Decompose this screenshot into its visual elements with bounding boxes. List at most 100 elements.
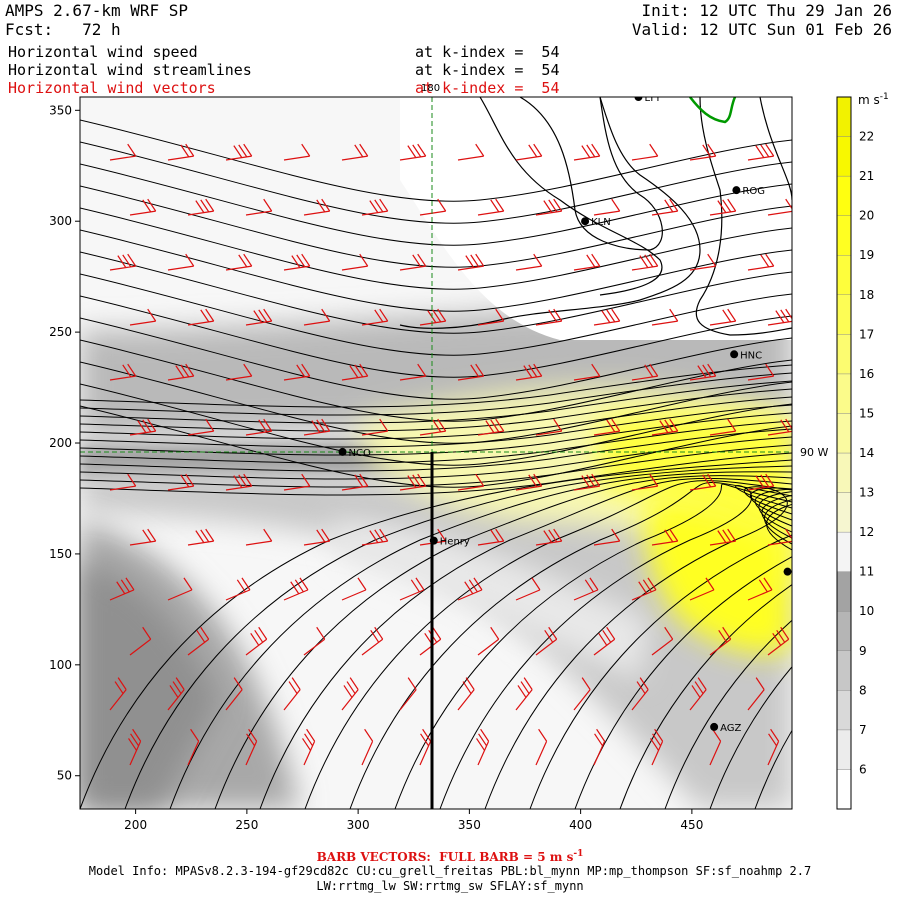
wind-barb [689, 473, 717, 491]
streamline [80, 229, 792, 312]
station-label: HNC [740, 350, 762, 361]
wind-barb [593, 626, 616, 656]
wind-barb [747, 143, 775, 161]
wind-barb [535, 528, 563, 546]
model-title: AMPS 2.67-km WRF SP [5, 1, 189, 20]
wind-barb [109, 143, 137, 161]
wind-barb [399, 253, 427, 271]
wind-barb [187, 198, 215, 216]
streamline [169, 471, 792, 809]
y-tick-label: 150 [49, 547, 72, 561]
wind-barb [515, 143, 543, 161]
wind-barb [689, 677, 707, 711]
streamline [80, 404, 792, 448]
wind-barb [535, 418, 563, 436]
colorbar-level: 21 [859, 169, 874, 183]
colorbar-swatch [836, 215, 852, 256]
wind-barb [109, 363, 137, 381]
wind-barb [303, 626, 326, 656]
model-info-line-2: LW:rrtmg_lw SW:rrtmg_sw SFLAY:sf_mynn [316, 879, 584, 893]
y-tick-label: 100 [49, 658, 72, 672]
plot-area: LYT ROG KLN HNC NCO Henry AGZ [80, 97, 792, 809]
wind-barb [651, 418, 679, 436]
streamline [304, 480, 792, 809]
wind-barb [225, 473, 253, 491]
streamlines [80, 119, 792, 809]
wind-barb [399, 677, 417, 711]
wind-barb [245, 308, 273, 326]
colorbar-swatch [836, 452, 852, 493]
wind-barb [457, 253, 485, 271]
wind-barb [631, 253, 659, 271]
streamline [80, 405, 792, 488]
valid-time: Valid: 12 UTC Sun 01 Feb 26 [631, 20, 892, 39]
wind-barb [631, 473, 659, 491]
wind-barb [651, 198, 679, 216]
init-time: Init: 12 UTC Thu 29 Jan 26 [641, 1, 892, 20]
streamline [80, 141, 792, 224]
wind-barb [129, 528, 157, 546]
station-label: ROG [742, 186, 765, 197]
colorbar-level: 18 [859, 288, 874, 302]
wind-barb [283, 143, 311, 161]
wind-barb [535, 198, 563, 216]
stations: LYT ROG KLN HNC NCO Henry AGZ [338, 97, 792, 734]
streamline [80, 251, 792, 334]
colorbar-level: 7 [859, 723, 867, 737]
y-tick-label: 350 [49, 103, 72, 117]
wind-barb [515, 363, 543, 381]
streamline [484, 486, 792, 809]
streamline [80, 380, 792, 424]
wind-barb [109, 677, 127, 711]
wind-barb [689, 577, 715, 601]
plot-frame [79, 96, 793, 810]
colorbar-level: 6 [859, 762, 867, 776]
wind-barb [341, 577, 367, 601]
wind-barb [225, 677, 243, 711]
wind-barb [303, 528, 331, 546]
wind-barb [341, 473, 369, 491]
wind-barb [167, 143, 195, 161]
streamline [80, 388, 792, 432]
station-label: AGZ [720, 723, 741, 734]
station-label: Henry [440, 537, 470, 548]
wind-barb [651, 528, 679, 546]
streamline [80, 428, 792, 472]
colorbar-level: 20 [859, 209, 874, 223]
colorbar-unit: m s-1 [858, 92, 889, 107]
wind-barb [573, 473, 601, 491]
wind-barb [245, 528, 273, 546]
wind-barb [573, 363, 601, 381]
wind-barb [245, 198, 273, 216]
wind-barb [457, 143, 485, 161]
wind-barb [419, 418, 447, 436]
y-tick-label: 200 [49, 436, 72, 450]
wind-barb [709, 728, 722, 766]
streamline [439, 485, 792, 809]
streamline [80, 207, 792, 290]
wind-barb [709, 528, 737, 546]
colorbar-level: 11 [859, 565, 874, 579]
barb-note: BARB VECTORS: FULL BARB = 5 m s-1 [316, 849, 584, 864]
meridian-label: 180 [421, 83, 440, 94]
wind-barb [689, 253, 717, 271]
wind-barb [767, 728, 780, 766]
wind-barb [187, 626, 210, 656]
field-vectors-level: at k-index = 54 [415, 79, 560, 97]
wind-barb [302, 728, 316, 766]
streamline [80, 420, 792, 464]
colorbar-level: 15 [859, 406, 874, 420]
y-tick-label: 250 [49, 325, 72, 339]
streamline [394, 483, 792, 809]
wind-barb [399, 363, 427, 381]
wind-barb [283, 677, 301, 711]
wind-barb [129, 626, 152, 656]
wind-barb [689, 363, 717, 381]
wind-barb [593, 198, 621, 216]
wind-barb [651, 626, 674, 656]
field-streamlines-level: at k-index = 54 [415, 61, 560, 79]
wind-barb [709, 308, 737, 326]
colorbar-swatch [836, 334, 852, 375]
wind-barb [573, 677, 591, 711]
streamline [80, 444, 792, 488]
